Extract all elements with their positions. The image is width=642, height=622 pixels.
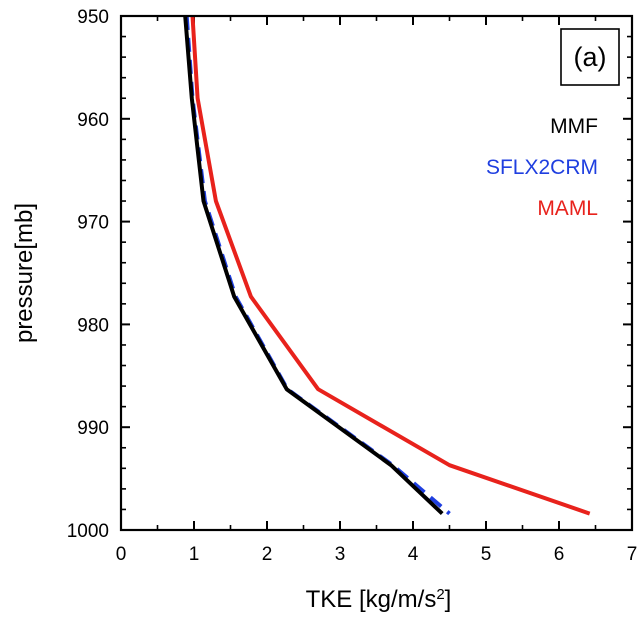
- x-tick-label: 5: [481, 544, 492, 565]
- y-tick-label: 1000: [67, 521, 109, 542]
- series-line-mmf: [183, 15, 444, 516]
- axis-ticks: 0 1 2 3 4 5 6 7 950 960 970 980 990 1000: [67, 7, 638, 565]
- panel-label-frame: [560, 28, 620, 86]
- y-tick-label: 960: [77, 110, 109, 131]
- y-tick-label: 980: [77, 315, 109, 336]
- x-tick-label: 3: [335, 544, 346, 565]
- y-tick-label: 970: [77, 213, 109, 234]
- legend-entry-maml: MAML: [537, 197, 598, 220]
- plot-frame: [119, 14, 634, 532]
- legend-entry-sflx2crm: SFLX2CRM: [486, 156, 598, 179]
- y-tick-label: 950: [77, 7, 109, 28]
- series-line-sflx2crm: [184, 15, 451, 516]
- x-tick-label: 7: [627, 544, 638, 565]
- legend: MMF SFLX2CRM MAML: [486, 115, 598, 220]
- y-axis-title: pressure[mb]: [11, 203, 38, 343]
- x-axis-title-superscript: 2: [436, 586, 444, 603]
- data-series: [183, 15, 591, 516]
- x-tick-label: 4: [408, 544, 419, 565]
- x-tick-label: 2: [262, 544, 273, 565]
- legend-entry-mmf: MMF: [550, 115, 598, 138]
- x-tick-label: 0: [116, 544, 127, 565]
- x-tick-label: 1: [189, 544, 200, 565]
- x-axis-title-end: ]: [445, 586, 452, 613]
- x-axis-title: TKE [kg/m/s2]: [306, 586, 452, 614]
- panel-label: (a): [574, 42, 607, 72]
- series-line-maml: [190, 15, 591, 516]
- x-tick-label: 6: [554, 544, 565, 565]
- y-tick-label: 990: [77, 418, 109, 439]
- x-axis-title-main: TKE [kg/m/s: [306, 586, 437, 613]
- panel-label-box: (a): [560, 28, 620, 86]
